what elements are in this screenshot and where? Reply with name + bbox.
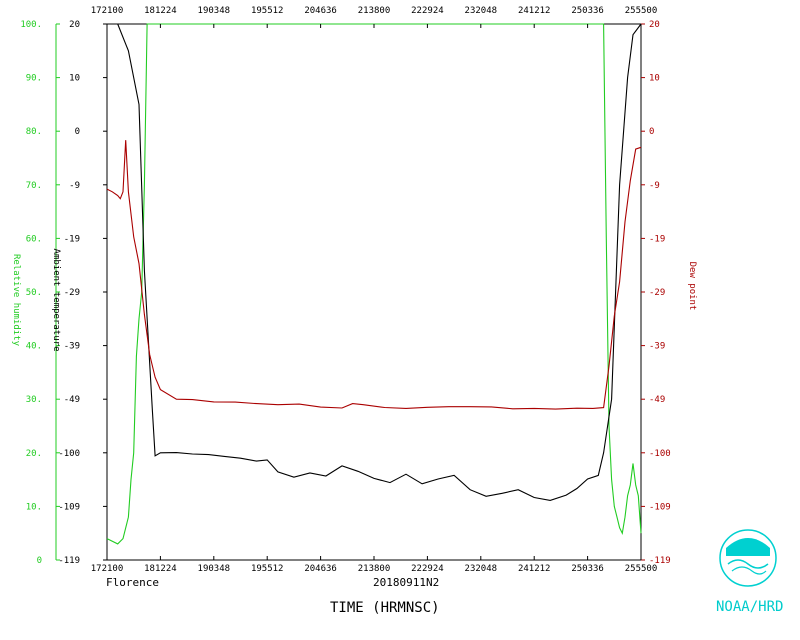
storm-name: Florence bbox=[106, 576, 159, 589]
x-tick-label-bottom: 232048 bbox=[465, 564, 498, 574]
rh-tick-label: 90. bbox=[26, 74, 42, 84]
x-tick-label-top: 181224 bbox=[144, 6, 177, 16]
x-tick-label-bottom: 190348 bbox=[198, 564, 231, 574]
x-tick-label-top: 190348 bbox=[198, 6, 231, 16]
x-tick-label-top: 172100 bbox=[91, 6, 124, 16]
rh-tick-label: 40. bbox=[26, 342, 42, 352]
x-tick-label-bottom: 172100 bbox=[91, 564, 124, 574]
temp-tick-label: -19 bbox=[64, 234, 80, 244]
x-tick-label-bottom: 250336 bbox=[571, 564, 604, 574]
x-tick-label-top: 250336 bbox=[571, 6, 604, 16]
x-tick-label-bottom: 222924 bbox=[411, 564, 444, 574]
temp-tick-label: -9 bbox=[69, 181, 80, 191]
dewpoint-tick-label: 0 bbox=[649, 127, 654, 137]
temp-tick-label: -39 bbox=[64, 342, 80, 352]
rh-tick-label: 50. bbox=[26, 288, 42, 298]
rh-tick-label: 20. bbox=[26, 449, 42, 459]
rh-tick-label: 80. bbox=[26, 127, 42, 137]
x-axis-label: TIME (HRMNSC) bbox=[330, 600, 440, 616]
dewpoint-tick-label: -29 bbox=[649, 288, 665, 298]
x-tick-label-top: 204636 bbox=[304, 6, 337, 16]
rh-tick-label: 100. bbox=[20, 20, 42, 30]
x-tick-label-bottom: 255500 bbox=[625, 564, 658, 574]
dewpoint-tick-label: 20 bbox=[649, 20, 660, 30]
x-tick-label-top: 241212 bbox=[518, 6, 551, 16]
x-tick-label-bottom: 213800 bbox=[358, 564, 391, 574]
temp-tick-label: -49 bbox=[64, 395, 80, 405]
x-tick-label-top: 232048 bbox=[465, 6, 498, 16]
temp-tick-label: 10 bbox=[69, 74, 80, 84]
rh-tick-label: 0 bbox=[37, 556, 42, 566]
x-tick-label-bottom: 195512 bbox=[251, 564, 284, 574]
x-tick-label-bottom: 204636 bbox=[304, 564, 337, 574]
rh-tick-label: 10. bbox=[26, 502, 42, 512]
flight-id: 20180911N2 bbox=[373, 576, 439, 589]
series-line-ambient-temperature bbox=[117, 23, 642, 501]
dewpoint-tick-label: -100 bbox=[649, 449, 671, 459]
dewpoint-axis-label: Dew point bbox=[687, 262, 697, 311]
temp-tick-label: 0 bbox=[75, 127, 80, 137]
series-group bbox=[106, 23, 642, 545]
temp-axis-label: Ambient temperature bbox=[51, 249, 61, 352]
dewpoint-tick-label: -109 bbox=[649, 502, 671, 512]
rh-tick-label: 30. bbox=[26, 395, 42, 405]
rh-tick-label: 60. bbox=[26, 234, 42, 244]
temp-tick-label: -109 bbox=[58, 502, 80, 512]
dewpoint-tick-label: -119 bbox=[649, 556, 671, 566]
series-line-dew-point bbox=[106, 140, 642, 410]
x-tick-label-bottom: 241212 bbox=[518, 564, 551, 574]
temp-tick-label: -100 bbox=[58, 449, 80, 459]
dewpoint-tick-label: 10 bbox=[649, 74, 660, 84]
ticks-group: 0 -119 -119 10. -109 -109 20. -100 -100 30. -49 -49… bbox=[20, 6, 670, 574]
x-tick-label-top: 255500 bbox=[625, 6, 658, 16]
plot-frame bbox=[106, 23, 642, 561]
credit-label: NOAA/HRD bbox=[716, 599, 783, 615]
temp-tick-label: 20 bbox=[69, 20, 80, 30]
series-line-relative-humidity bbox=[106, 23, 642, 545]
rh-tick-label: 70. bbox=[26, 181, 42, 191]
noaa-logo bbox=[719, 529, 777, 587]
dewpoint-tick-label: -39 bbox=[649, 342, 665, 352]
rh-axis-label: Relative humidity bbox=[11, 254, 21, 347]
x-tick-label-top: 195512 bbox=[251, 6, 284, 16]
temp-tick-label: -29 bbox=[64, 288, 80, 298]
temp-tick-label: -119 bbox=[58, 556, 80, 566]
dewpoint-tick-label: -9 bbox=[649, 181, 660, 191]
x-tick-label-top: 222924 bbox=[411, 6, 444, 16]
dewpoint-tick-label: -49 bbox=[649, 395, 665, 405]
x-tick-label-top: 213800 bbox=[358, 6, 391, 16]
x-tick-label-bottom: 181224 bbox=[144, 564, 177, 574]
dewpoint-tick-label: -19 bbox=[649, 234, 665, 244]
plot-area bbox=[55, 23, 642, 561]
